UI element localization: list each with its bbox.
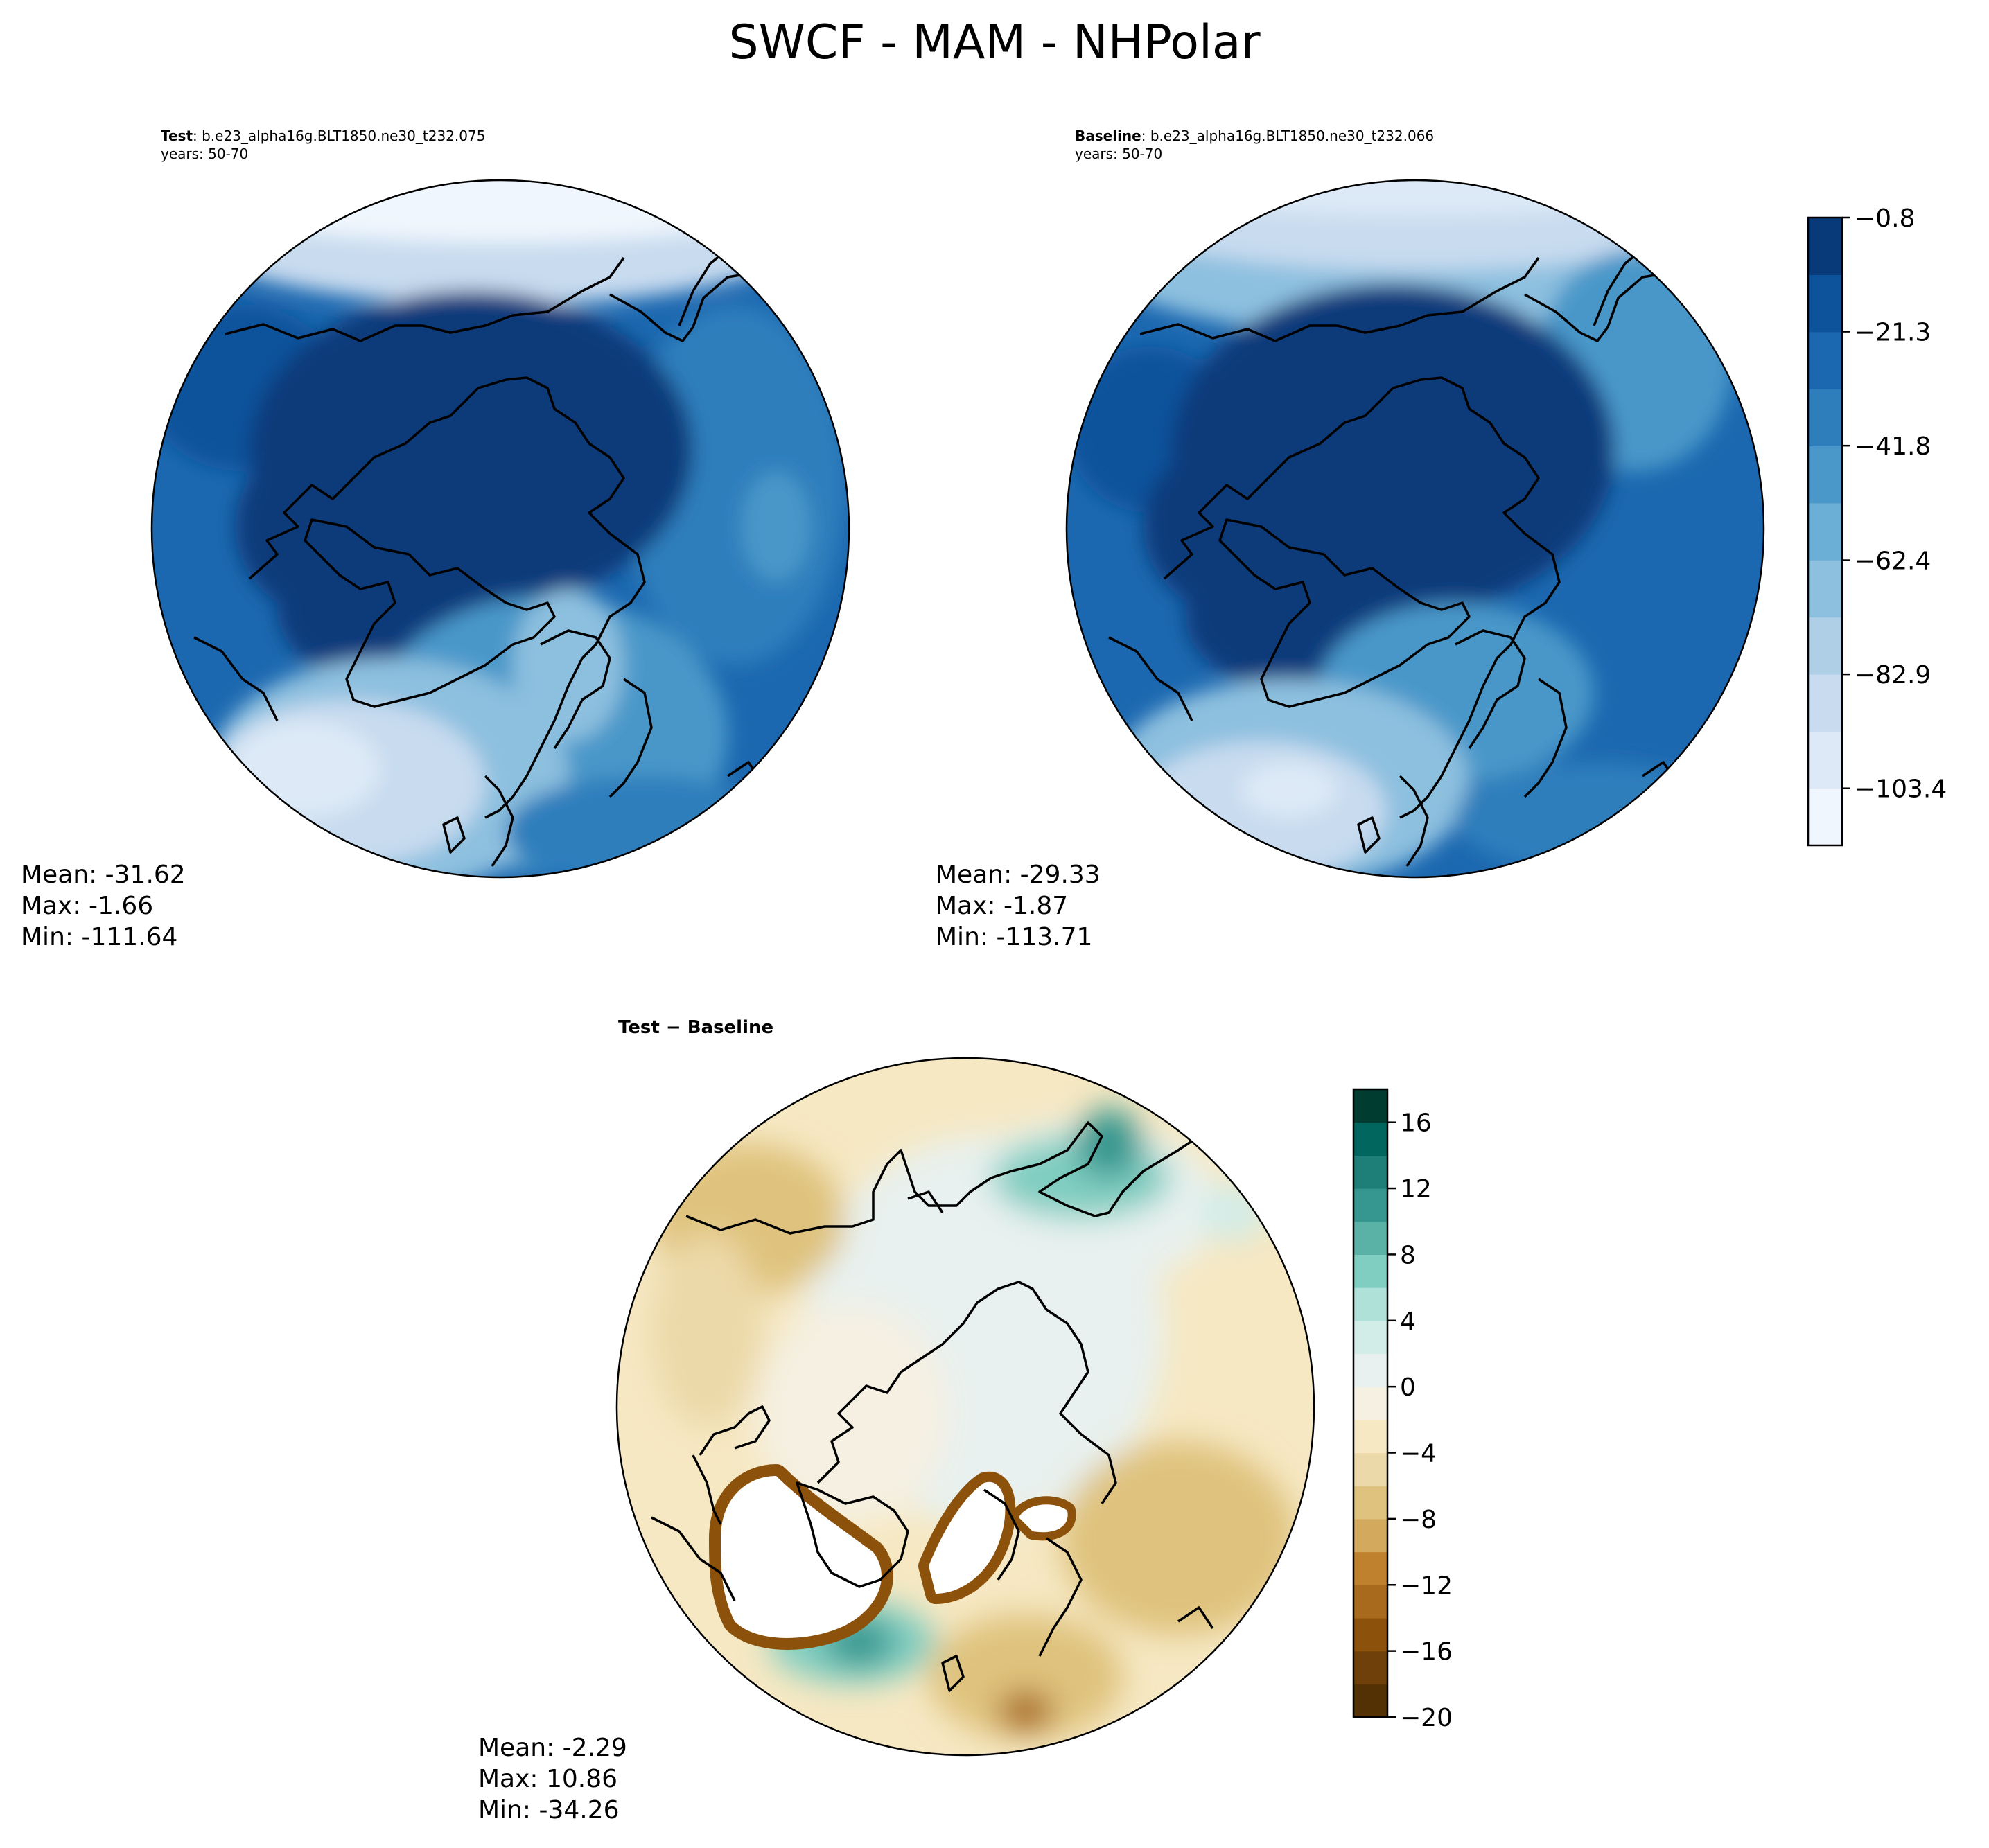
colorbar-diff-tick-label: −4	[1400, 1440, 1437, 1468]
colorbar-diff-tick-label: −8	[1400, 1506, 1437, 1534]
colorbar-diff-band	[1353, 1254, 1387, 1288]
colorbar-diff-tick-label: 0	[1400, 1373, 1416, 1402]
colorbar-diff-band	[1353, 1122, 1387, 1156]
test-years: years: 50-70	[161, 146, 249, 162]
colorbar-diff-tick-label: −16	[1400, 1638, 1453, 1666]
baseline-header: Baseline: b.e23_alpha16g.BLT1850.ne30_t2…	[1075, 127, 1434, 163]
test-map	[152, 180, 849, 877]
colorbar-main: −0.8 −21.3 −41.8 −62.4 −82.9 −103.4	[1807, 204, 1947, 847]
diff-max: Max: 10.86	[478, 1765, 618, 1793]
colorbar-diff-band	[1353, 1651, 1387, 1684]
figure-title: SWCF - MAM - NHPolar	[728, 15, 1261, 70]
colorbar-diff-band	[1353, 1585, 1387, 1619]
colorbar-diff: 16 12 8 4 0 −4 −8 −12 −16 −20	[1352, 1088, 1453, 1732]
colorbar-diff-frame	[1352, 1088, 1389, 1718]
test-stats: Mean: -31.62 Max: -1.66 Min: -111.64	[21, 859, 186, 953]
colorbar-diff-band	[1353, 1684, 1387, 1718]
colorbar-diff-band	[1353, 1188, 1387, 1222]
diff-stats: Mean: -2.29 Max: 10.86 Min: -34.26	[478, 1732, 627, 1826]
colorbar-main-tick-label: −62.4	[1855, 547, 1931, 576]
colorbar-main-tick-label: −82.9	[1855, 661, 1931, 689]
diff-map	[617, 1058, 1314, 1755]
colorbar-main-tick-label: −0.8	[1855, 204, 1915, 233]
colorbar-main-band	[1808, 218, 1842, 275]
baseline-max: Max: -1.87	[936, 892, 1069, 920]
colorbar-main-band	[1808, 502, 1842, 561]
colorbar-diff-band	[1353, 1287, 1387, 1321]
diff-title: Test − Baseline	[618, 1017, 774, 1038]
colorbar-main-band	[1808, 389, 1842, 447]
colorbar-main-band	[1808, 560, 1842, 618]
colorbar-diff-band	[1353, 1486, 1387, 1520]
colorbar-main-tick-label: −103.4	[1855, 775, 1947, 804]
colorbar-diff-band	[1353, 1551, 1387, 1585]
test-map-border	[150, 179, 850, 879]
colorbar-main-tick-label: −41.8	[1855, 432, 1931, 461]
test-min: Min: -111.64	[21, 923, 178, 951]
diff-min: Min: -34.26	[478, 1796, 620, 1824]
diff-mean: Mean: -2.29	[478, 1734, 627, 1762]
baseline-map-border	[1065, 179, 1765, 879]
colorbar-diff-band	[1353, 1353, 1387, 1387]
colorbar-diff-band	[1353, 1617, 1387, 1652]
colorbar-diff-band	[1353, 1155, 1387, 1189]
colorbar-diff-band	[1353, 1419, 1387, 1454]
colorbar-diff-band	[1353, 1320, 1387, 1355]
colorbar-diff-tick-label: 16	[1400, 1109, 1432, 1138]
colorbar-main-band	[1808, 731, 1842, 789]
colorbar-diff-band	[1353, 1452, 1387, 1486]
colorbar-main-band	[1808, 617, 1842, 675]
colorbar-diff-tick-label: −12	[1400, 1572, 1453, 1600]
colorbar-diff-band	[1353, 1089, 1387, 1123]
colorbar-main-tick-label: −21.3	[1855, 319, 1931, 347]
baseline-label: Baseline	[1075, 127, 1141, 144]
colorbar-main-band	[1808, 674, 1842, 732]
baseline-case-name: : b.e23_alpha16g.BLT1850.ne30_t232.066	[1141, 127, 1435, 144]
baseline-stats: Mean: -29.33 Max: -1.87 Min: -113.71	[936, 859, 1101, 953]
colorbar-diff-tick-label: −20	[1400, 1704, 1453, 1732]
colorbar-diff-tick-label: 4	[1400, 1308, 1416, 1336]
colorbar-diff-band	[1353, 1387, 1387, 1420]
test-max: Max: -1.66	[21, 892, 154, 920]
colorbar-diff-tick-label: 8	[1400, 1241, 1416, 1269]
test-case-name: : b.e23_alpha16g.BLT1850.ne30_t232.075	[193, 127, 486, 144]
colorbar-main-frame	[1807, 216, 1843, 847]
colorbar-diff-band	[1353, 1518, 1387, 1553]
test-mean: Mean: -31.62	[21, 861, 186, 889]
test-header: Test: b.e23_alpha16g.BLT1850.ne30_t232.0…	[161, 127, 485, 163]
colorbar-main-band	[1808, 274, 1842, 333]
baseline-min: Min: -113.71	[936, 923, 1093, 951]
baseline-map	[1067, 180, 1764, 877]
colorbar-diff-band	[1353, 1221, 1387, 1256]
diff-map-border	[615, 1057, 1315, 1757]
colorbar-diff-tick-label: 12	[1400, 1175, 1432, 1204]
baseline-years: years: 50-70	[1075, 146, 1163, 162]
colorbar-main-band	[1808, 446, 1842, 504]
baseline-mean: Mean: -29.33	[936, 861, 1101, 889]
test-label: Test	[161, 127, 193, 144]
colorbar-main-band	[1808, 331, 1842, 389]
colorbar-main-band	[1808, 788, 1842, 846]
